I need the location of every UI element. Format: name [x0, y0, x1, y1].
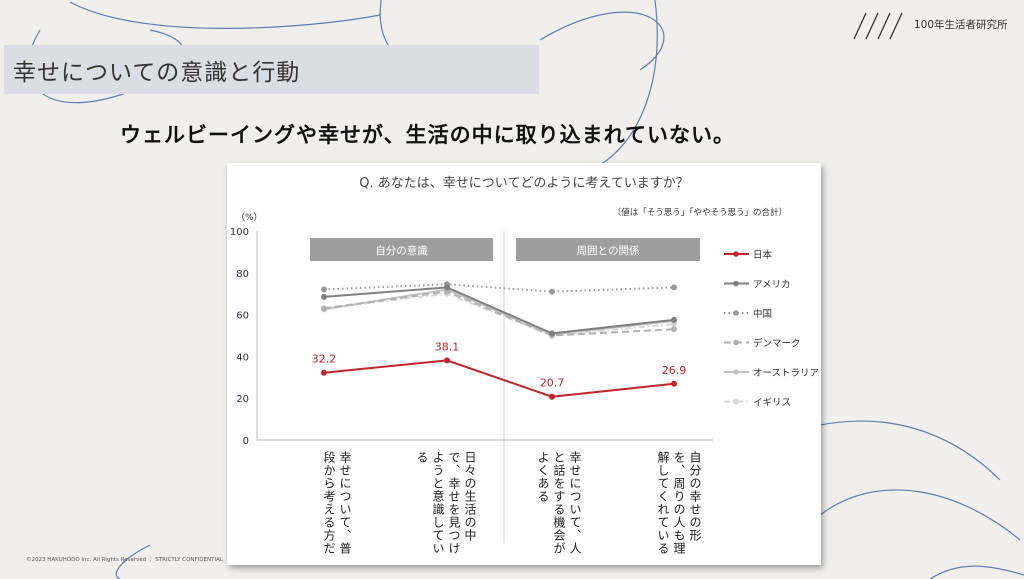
- legend-label: イギリス: [753, 398, 791, 409]
- series-line: [323, 359, 675, 398]
- group-header-bar: [310, 238, 493, 261]
- data-point: [549, 393, 555, 400]
- data-point: [321, 369, 327, 376]
- series-line: [323, 288, 675, 336]
- data-label: 38.1: [435, 340, 460, 353]
- legend-label: オーストラリア: [753, 368, 819, 379]
- brand-logo-icon: [853, 12, 903, 40]
- copyright-footer: ©2023 HAKUHODO Inc. All Rights Reserved …: [26, 557, 223, 563]
- y-tick-label: 0: [243, 436, 249, 447]
- brand-name: 100年生活者研究所: [914, 19, 1008, 31]
- y-tick-label: 20: [236, 394, 249, 405]
- data-point: [671, 326, 677, 333]
- series-line: [323, 286, 675, 335]
- x-category-label: 幸せについて、人と話をする機会がよくある: [536, 451, 582, 555]
- section-title: 幸せについての意識と行動: [13, 60, 301, 86]
- legend-label: 日本: [753, 249, 773, 261]
- data-point: [671, 284, 677, 291]
- legend-marker: [733, 251, 739, 257]
- legend-marker: [733, 310, 739, 316]
- data-point: [549, 288, 555, 295]
- data-point: [321, 305, 327, 312]
- data-label: 32.2: [312, 353, 337, 366]
- y-tick-label: 80: [236, 269, 249, 280]
- y-tick-label: 100: [230, 227, 249, 238]
- legend-marker: [733, 369, 739, 375]
- data-label: 26.9: [662, 364, 687, 377]
- series-line: [323, 290, 675, 337]
- data-point: [671, 316, 677, 323]
- series-line: [323, 283, 675, 293]
- data-point: [444, 288, 450, 295]
- data-point: [671, 380, 677, 387]
- data-label: 20.7: [540, 377, 565, 390]
- legend-label: 中国: [753, 308, 772, 320]
- data-point: [444, 284, 450, 291]
- group-header-label: 自分の意識: [375, 244, 428, 257]
- data-point: [321, 286, 327, 293]
- x-category-label: 日々の生活の中で、幸せを見つけようと意識している: [415, 451, 477, 555]
- y-tick-label: 40: [236, 352, 249, 363]
- x-category-label: 幸せについて、普段から考える方だ: [322, 451, 352, 555]
- group-header-bar: [516, 238, 700, 261]
- section-title-bar: [4, 45, 539, 94]
- data-point: [549, 330, 555, 337]
- x-category-label: 自分の幸せの形を、周りの人も理解してくれている: [656, 451, 702, 555]
- legend-label: デンマーク: [753, 338, 801, 350]
- y-tick-label: 60: [236, 311, 249, 322]
- legend-marker: [733, 280, 739, 287]
- headline: ウェルビーイングや幸せが、生活の中に取り込まれていない。: [120, 123, 735, 147]
- chart-note: 〔値は「そう思う」「ややそう思う」の合計〕: [613, 207, 787, 218]
- legend-marker: [733, 339, 739, 346]
- group-header-label: 周囲との関係: [577, 245, 640, 257]
- data-point: [444, 357, 450, 364]
- chart-panel: Q. あなたは、幸せについてどのように考えていますか？ 〔値は「そう思う」「ややそ…: [227, 163, 821, 565]
- chart-title: Q. あなたは、幸せについてどのように考えていますか？: [359, 176, 688, 191]
- legend-label: アメリカ: [753, 280, 791, 291]
- line-chart: Q. あなたは、幸せについてどのように考えていますか？ 〔値は「そう思う」「ややそ…: [230, 176, 819, 543]
- legend-marker: [733, 398, 739, 405]
- y-axis-unit: （%）: [236, 212, 263, 223]
- data-point: [321, 293, 327, 300]
